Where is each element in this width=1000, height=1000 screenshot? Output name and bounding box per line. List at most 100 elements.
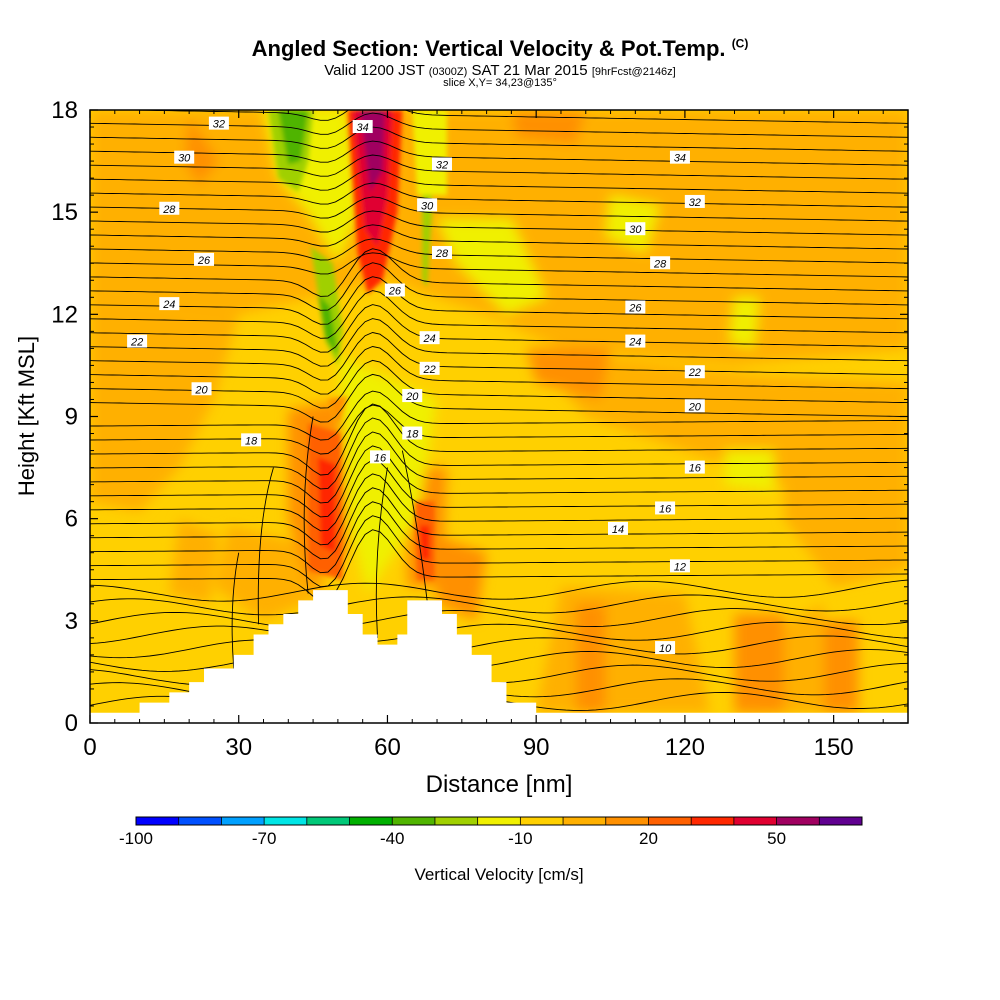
isotherm-label-text: 24 <box>162 299 175 311</box>
isotherm-label: 20 <box>191 382 212 396</box>
isotherm-label: 10 <box>655 641 676 655</box>
y-tick-label: 6 <box>65 506 78 533</box>
isotherm-label-text: 34 <box>357 122 369 134</box>
field-region-3 <box>784 399 908 587</box>
field-region-23 <box>90 682 140 713</box>
colorbar-bin <box>392 817 436 825</box>
isotherm-label-box <box>402 389 423 403</box>
isotherm-label-box <box>159 201 180 215</box>
field-region-5 <box>536 586 710 713</box>
isotherm-line <box>90 252 908 278</box>
isotherm-label-box <box>625 334 646 348</box>
valid-time: Valid 1200 JST <box>324 62 425 79</box>
isotherm-label-box <box>684 460 705 474</box>
isotherm-label: 34 <box>669 150 690 165</box>
isotherm-label-box <box>431 157 452 171</box>
colorbar-bin <box>349 817 393 825</box>
isotherm-label-box <box>607 521 628 535</box>
field-region-20 <box>724 450 775 492</box>
colorbar-bin <box>605 817 649 825</box>
colorbar-bin <box>520 817 564 825</box>
colorbar-bin <box>264 817 308 825</box>
isotherm-line <box>90 487 908 560</box>
isotherm-line <box>90 154 908 180</box>
isotherm-label: 28 <box>159 201 180 216</box>
isotherm-label-box <box>127 334 148 348</box>
isotherm-label: 30 <box>625 222 646 236</box>
isotherm-line <box>90 238 908 264</box>
isotherm-label-text: 32 <box>436 159 448 171</box>
terrain <box>90 590 908 723</box>
isotherm-line <box>90 276 908 325</box>
x-tick-label: 120 <box>665 734 705 761</box>
isotherm-label-box <box>241 433 262 447</box>
isotherm-line <box>90 404 908 455</box>
colorbar-tick-label: -100 <box>119 829 153 848</box>
field-region-17 <box>437 218 547 315</box>
isotherm-label: 14 <box>607 521 628 536</box>
colorbar-bin <box>563 817 607 825</box>
isotherm-label-box <box>669 559 690 573</box>
slice-info: slice X,Y= 34,23@135° <box>443 77 557 89</box>
isotherm-label-text: 24 <box>422 333 435 345</box>
isotherm-label-box <box>402 426 423 440</box>
y-tick-label: 15 <box>51 199 78 226</box>
isotherm-label-box <box>191 382 212 396</box>
isotherm-label-box <box>417 198 438 212</box>
isotherm-label-box <box>174 150 195 164</box>
isotherm-label: 32 <box>431 157 452 171</box>
isotherm-label-text: 26 <box>197 255 211 267</box>
isotherm-label-text: 20 <box>405 391 419 403</box>
field-region-10 <box>526 348 611 400</box>
valid-forecast: [9hrFcst@2146z] <box>591 66 676 78</box>
isotherm-label-text: 34 <box>674 153 686 165</box>
colorbar-frame <box>135 816 863 826</box>
valid-date: SAT 21 Mar 2015 <box>471 62 588 79</box>
isotherm-line <box>90 346 908 395</box>
isotherm-label-box <box>352 120 373 134</box>
isotherm-line <box>90 594 908 616</box>
isotherm-label-box <box>194 252 215 266</box>
isotherm-line <box>90 262 908 311</box>
isotherm-label-text: 12 <box>674 561 686 573</box>
isotherm-label-box <box>370 450 391 464</box>
terrain-mask <box>90 590 908 723</box>
isotherm-label-text: 30 <box>178 153 191 165</box>
isotherm-label: 28 <box>431 246 452 260</box>
isotherm-line <box>90 579 908 602</box>
isotherm-line <box>90 417 908 490</box>
field-region-9 <box>511 110 586 145</box>
x-tick-label: 90 <box>523 734 550 761</box>
y-tick-label: 18 <box>51 97 78 124</box>
colorbar-bin <box>477 817 521 825</box>
colorbar-bin <box>434 817 479 825</box>
isotherm-label-text: 18 <box>245 435 258 447</box>
field-region-1 <box>90 297 239 512</box>
isotherm-label: 20 <box>402 389 423 403</box>
axes: 0 30 60 90 120 150 0 3 6 9 12 15 18 <box>51 97 908 761</box>
isotherm-line <box>90 85 908 109</box>
y-tick-label: 12 <box>51 301 78 328</box>
isotherm-label-text: 32 <box>213 119 225 131</box>
isotherm-label-text: 10 <box>659 643 672 655</box>
isotherm-label-text: 30 <box>421 200 434 212</box>
isotherm-label: 16 <box>370 450 391 464</box>
isotherm-label-text: 16 <box>689 463 702 475</box>
isotherm-label-text: 18 <box>406 429 419 441</box>
isotherm-line <box>90 140 908 166</box>
isotherm-label-text: 28 <box>162 204 176 216</box>
isotherm-line <box>90 210 908 236</box>
isotherm-line <box>303 416 314 594</box>
isotherm-label: 28 <box>650 256 671 270</box>
isotherm-label: 22 <box>127 334 148 349</box>
colorbar: -100 -70 -40 -10 20 50 <box>119 816 863 848</box>
isotherm-label-box <box>625 300 646 314</box>
isotherm-label: 32 <box>684 194 705 209</box>
colorbar-tick-label: 20 <box>639 829 658 848</box>
isotherm-label: 32 <box>208 116 229 131</box>
isotherm-label: 24 <box>159 297 180 311</box>
isotherm-label-text: 26 <box>388 285 402 297</box>
isotherm-line <box>90 182 908 208</box>
colorbar-bin <box>819 817 863 825</box>
